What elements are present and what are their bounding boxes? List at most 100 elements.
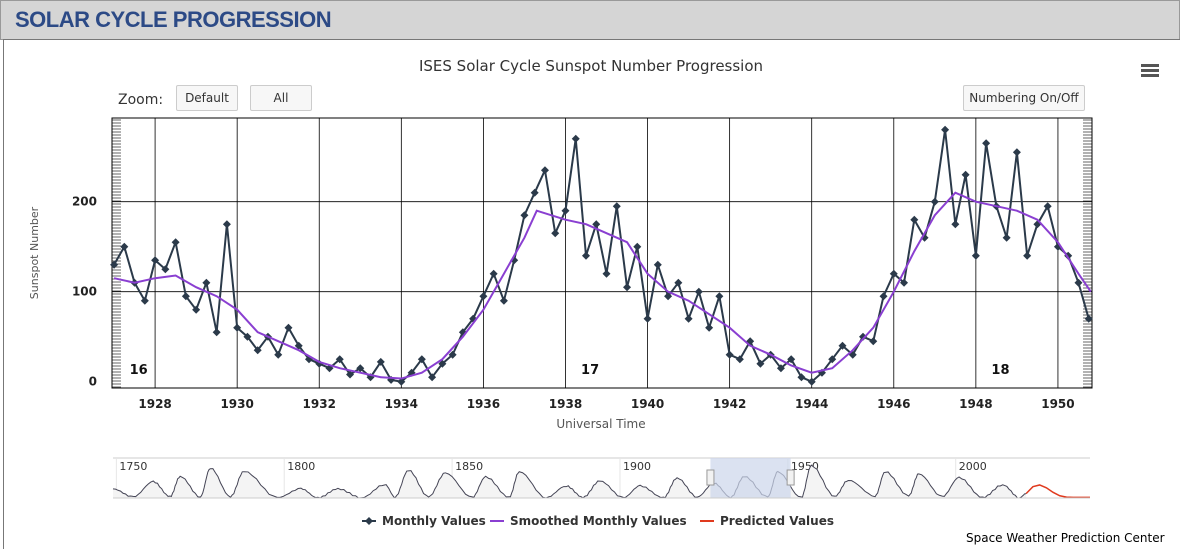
- monthly-value-point: [643, 314, 652, 323]
- monthly-value-point: [110, 260, 119, 269]
- monthly-value-point: [1074, 278, 1083, 287]
- credit-text: Space Weather Prediction Center: [966, 531, 1165, 545]
- x-tick-label: 1944: [795, 397, 828, 411]
- monthly-value-point: [869, 337, 878, 346]
- monthly-value-point: [561, 206, 570, 215]
- monthly-value-point: [1084, 314, 1093, 323]
- navigator-tick-label: 1850: [455, 460, 483, 473]
- monthly-value-point: [356, 364, 365, 373]
- monthly-value-point: [284, 323, 293, 332]
- monthly-value-point: [581, 251, 590, 260]
- monthly-value-point: [930, 197, 939, 206]
- legend-label: Predicted Values: [720, 514, 834, 528]
- monthly-value-point: [787, 355, 796, 364]
- monthly-value-point: [540, 166, 549, 175]
- monthly-value-point: [192, 305, 201, 314]
- cycle-label: 16: [130, 363, 148, 378]
- monthly-value-point: [1043, 202, 1052, 211]
- zoom-all-button[interactable]: All: [250, 85, 312, 111]
- smoothed-values-line: [113, 191, 1092, 380]
- monthly-value-point: [879, 292, 888, 301]
- x-tick-label: 1946: [877, 397, 910, 411]
- x-tick-label: 1950: [1041, 397, 1074, 411]
- page-title: SOLAR CYCLE PROGRESSION: [15, 7, 332, 32]
- monthly-value-point: [417, 355, 426, 364]
- y-tick-label: 100: [72, 285, 97, 299]
- legend-item[interactable]: Smoothed Monthly Values: [490, 514, 687, 528]
- navigator-selection[interactable]: [710, 458, 791, 498]
- monthly-value-point: [674, 278, 683, 287]
- monthly-value-point: [551, 229, 560, 238]
- x-tick-label: 1936: [467, 397, 500, 411]
- monthly-value-point: [294, 341, 303, 350]
- navigator-handle[interactable]: [706, 469, 715, 486]
- monthly-value-point: [202, 278, 211, 287]
- monthly-value-point: [428, 373, 437, 382]
- monthly-value-point: [941, 125, 950, 134]
- monthly-value-point: [161, 265, 170, 274]
- navigator-tick-label: 2000: [959, 460, 987, 473]
- monthly-value-point: [705, 323, 714, 332]
- monthly-value-point: [592, 220, 601, 229]
- monthly-value-point: [335, 355, 344, 364]
- x-tick-label: 1940: [631, 397, 664, 411]
- monthly-value-point: [889, 269, 898, 278]
- monthly-value-point: [694, 287, 703, 296]
- monthly-value-point: [602, 269, 611, 278]
- x-tick-label: 1942: [713, 397, 746, 411]
- legend-item[interactable]: Predicted Values: [700, 514, 834, 528]
- navigator-tick-label: 1900: [623, 460, 651, 473]
- cycle-label: 17: [581, 363, 599, 378]
- monthly-value-point: [346, 370, 355, 379]
- monthly-value-point: [900, 278, 909, 287]
- legend-label: Smoothed Monthly Values: [510, 514, 687, 528]
- monthly-value-point: [838, 341, 847, 350]
- monthly-value-point: [571, 134, 580, 143]
- legend-item[interactable]: Monthly Values: [362, 514, 486, 528]
- legend-label: Monthly Values: [382, 514, 486, 528]
- x-tick-label: 1928: [138, 397, 171, 411]
- monthly-value-point: [1012, 148, 1021, 157]
- zoom-default-button[interactable]: Default: [176, 85, 238, 111]
- navigator-handle[interactable]: [786, 469, 795, 486]
- monthly-value-point: [664, 292, 673, 301]
- x-tick-label: 1948: [959, 397, 992, 411]
- monthly-value-point: [274, 350, 283, 359]
- cycle-label: 18: [991, 363, 1009, 378]
- monthly-value-point: [1023, 251, 1032, 260]
- hamburger-menu-icon[interactable]: [1141, 64, 1159, 77]
- monthly-value-point: [961, 170, 970, 179]
- monthly-value-point: [222, 220, 231, 229]
- monthly-value-point: [797, 373, 806, 382]
- x-tick-label: 1930: [220, 397, 253, 411]
- chart-title: ISES Solar Cycle Sunspot Number Progress…: [419, 57, 763, 75]
- navigator-area: [113, 465, 1027, 498]
- monthly-value-point: [233, 323, 242, 332]
- x-tick-label: 1938: [549, 397, 582, 411]
- monthly-value-point: [489, 269, 498, 278]
- y-tick-label: 0: [89, 375, 97, 389]
- monthly-value-point: [520, 211, 529, 220]
- monthly-value-point: [756, 359, 765, 368]
- monthly-value-point: [725, 350, 734, 359]
- monthly-value-point: [633, 242, 642, 251]
- monthly-value-point: [735, 355, 744, 364]
- monthly-value-point: [151, 256, 160, 265]
- x-tick-label: 1934: [385, 397, 418, 411]
- navigator-predicted-line: [1025, 484, 1090, 499]
- x-axis-label: Universal Time: [556, 417, 645, 431]
- monthly-value-point: [181, 292, 190, 301]
- monthly-value-point: [140, 296, 149, 305]
- legend-marker: [365, 517, 373, 525]
- monthly-value-point: [397, 377, 406, 386]
- monthly-value-point: [530, 188, 539, 197]
- monthly-value-point: [171, 238, 180, 247]
- y-axis-label: Sunspot Number: [28, 206, 41, 299]
- numbering-toggle-button[interactable]: Numbering On/Off: [963, 85, 1085, 111]
- x-tick-label: 1932: [303, 397, 336, 411]
- monthly-value-point: [828, 355, 837, 364]
- zoom-label: Zoom:: [118, 92, 164, 108]
- monthly-value-point: [448, 350, 457, 359]
- navigator-tick-label: 1750: [119, 460, 147, 473]
- monthly-value-point: [910, 215, 919, 224]
